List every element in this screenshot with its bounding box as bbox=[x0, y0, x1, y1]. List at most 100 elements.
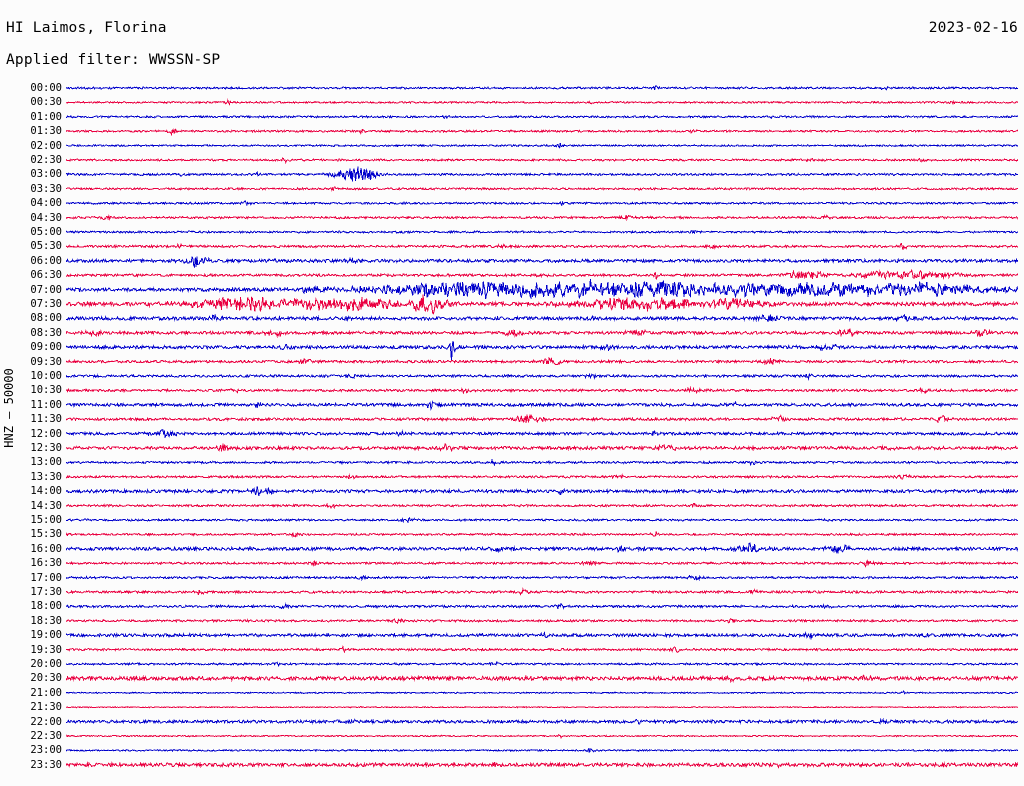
time-label: 12:00 bbox=[30, 427, 62, 440]
seismic-trace bbox=[66, 689, 1018, 695]
seismic-trace bbox=[66, 313, 1018, 323]
seismic-trace bbox=[66, 717, 1018, 725]
time-label: 01:00 bbox=[30, 110, 62, 123]
seismic-trace bbox=[66, 574, 1018, 582]
seismic-trace bbox=[66, 157, 1018, 165]
seismic-trace bbox=[66, 748, 1018, 753]
time-label: 05:30 bbox=[30, 240, 62, 253]
seismic-trace bbox=[66, 229, 1018, 235]
time-label: 11:00 bbox=[30, 398, 62, 411]
time-label: 16:00 bbox=[30, 542, 62, 555]
time-label: 05:00 bbox=[30, 226, 62, 238]
seismic-trace bbox=[66, 630, 1018, 640]
time-label: 04:30 bbox=[30, 211, 62, 224]
seismic-trace bbox=[66, 279, 1018, 300]
seismic-trace bbox=[66, 294, 1018, 315]
time-label: 01:30 bbox=[30, 125, 62, 138]
seismic-trace bbox=[66, 761, 1018, 769]
seismic-trace bbox=[66, 542, 1018, 555]
seismic-trace bbox=[66, 98, 1018, 106]
seismic-trace bbox=[66, 340, 1018, 362]
time-label: 15:30 bbox=[30, 528, 62, 541]
record-date: 2023-02-16 bbox=[928, 20, 1018, 36]
time-label: 16:30 bbox=[30, 557, 62, 570]
time-label: 19:00 bbox=[30, 629, 62, 642]
seismic-trace bbox=[66, 558, 1018, 568]
time-label: 21:00 bbox=[30, 686, 62, 699]
seismic-trace bbox=[66, 617, 1018, 625]
time-label: 11:30 bbox=[30, 413, 62, 426]
time-label: 23:30 bbox=[30, 758, 62, 771]
time-label: 06:00 bbox=[30, 254, 62, 267]
seismic-trace bbox=[66, 328, 1018, 339]
seismic-trace bbox=[66, 400, 1018, 411]
time-label: 22:00 bbox=[30, 715, 62, 728]
seismic-trace bbox=[66, 587, 1018, 596]
seismic-trace bbox=[66, 127, 1018, 137]
time-label: 15:00 bbox=[30, 514, 62, 526]
time-label: 14:30 bbox=[30, 499, 62, 512]
time-label: 02:00 bbox=[30, 139, 62, 152]
time-label: 09:00 bbox=[30, 341, 62, 354]
time-label: 23:00 bbox=[30, 744, 62, 757]
seismic-trace bbox=[66, 356, 1018, 366]
time-label: 10:30 bbox=[30, 384, 62, 397]
seismic-trace bbox=[66, 256, 1018, 269]
helicorder-plot bbox=[66, 80, 1018, 776]
seismic-trace bbox=[66, 660, 1018, 668]
seismic-trace bbox=[66, 213, 1018, 221]
seismic-trace bbox=[66, 268, 1018, 281]
time-label: 13:00 bbox=[30, 456, 62, 469]
station-title: HI Laimos, Florina bbox=[6, 20, 167, 36]
seismic-trace bbox=[66, 242, 1018, 251]
seismic-trace bbox=[66, 531, 1018, 538]
time-label: 17:30 bbox=[30, 586, 62, 598]
time-label: 22:30 bbox=[30, 730, 62, 742]
time-label: 14:00 bbox=[30, 485, 62, 498]
time-label: 08:00 bbox=[30, 312, 62, 325]
seismic-trace bbox=[66, 674, 1018, 684]
seismic-trace bbox=[66, 372, 1018, 381]
time-label: 20:00 bbox=[30, 658, 62, 670]
seismic-trace bbox=[66, 200, 1018, 207]
time-label: 19:30 bbox=[30, 643, 62, 656]
time-label: 13:30 bbox=[30, 470, 62, 483]
time-label: 12:30 bbox=[30, 442, 62, 454]
applied-filter-label: Applied filter: WWSSN-SP bbox=[6, 52, 221, 68]
time-label: 03:00 bbox=[30, 168, 62, 181]
time-label: 02:30 bbox=[30, 154, 62, 166]
seismic-trace bbox=[66, 143, 1018, 149]
seismic-trace bbox=[66, 186, 1018, 192]
seismic-trace bbox=[66, 486, 1018, 496]
seismic-trace bbox=[66, 705, 1018, 709]
seismic-trace bbox=[66, 85, 1018, 91]
seismic-trace bbox=[66, 114, 1018, 120]
time-label: 03:30 bbox=[30, 182, 62, 195]
time-label: 07:30 bbox=[30, 298, 62, 310]
seismic-trace bbox=[66, 733, 1018, 739]
seismic-trace bbox=[66, 502, 1018, 510]
time-label: 08:30 bbox=[30, 326, 62, 339]
time-label: 00:30 bbox=[30, 96, 62, 109]
time-label: 00:00 bbox=[30, 82, 62, 94]
time-label: 17:00 bbox=[30, 571, 62, 584]
trace-canvas bbox=[66, 85, 1018, 769]
time-label: 07:00 bbox=[30, 283, 62, 296]
time-label: 06:30 bbox=[30, 269, 62, 282]
seismic-trace bbox=[66, 644, 1018, 654]
seismic-trace bbox=[66, 429, 1018, 439]
time-label: 04:00 bbox=[30, 197, 62, 210]
seismic-trace bbox=[66, 473, 1018, 480]
time-label: 09:30 bbox=[30, 355, 62, 368]
seismic-trace bbox=[66, 414, 1018, 424]
seismic-trace bbox=[66, 602, 1018, 610]
time-label: 20:30 bbox=[30, 672, 62, 685]
seismic-trace bbox=[66, 442, 1018, 453]
seismic-trace bbox=[66, 458, 1018, 467]
time-label: 18:00 bbox=[30, 600, 62, 613]
time-label: 10:00 bbox=[30, 370, 62, 382]
time-label: 21:30 bbox=[30, 701, 62, 714]
seismic-trace bbox=[66, 516, 1018, 524]
seismic-trace bbox=[66, 386, 1018, 395]
